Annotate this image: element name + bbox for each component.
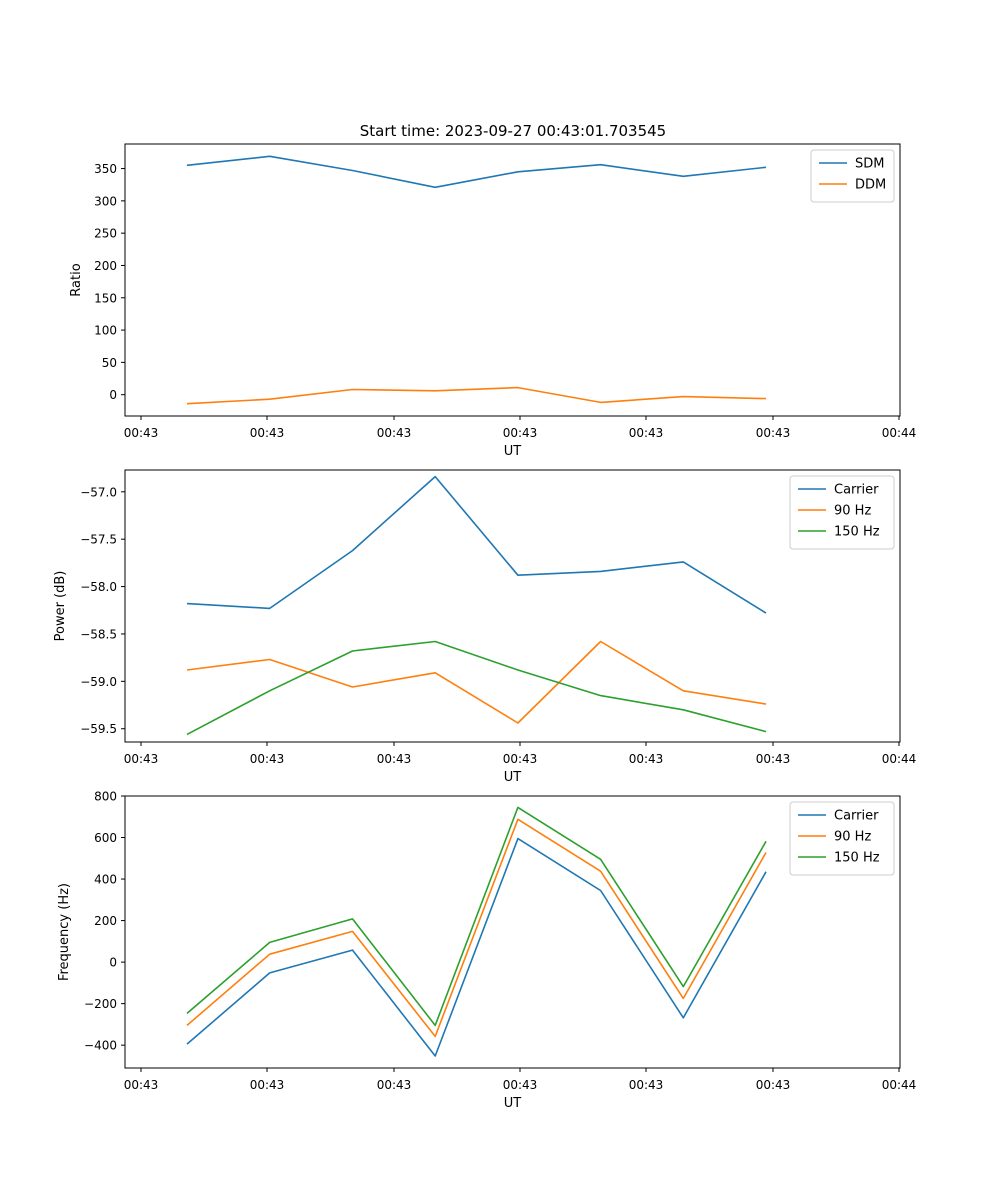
y-axis-label: Frequency (Hz) [57,883,72,981]
y-tick-label: −59.5 [80,722,117,736]
y-tick-label: 600 [94,831,117,845]
x-tick-label-end: 00:44 [882,426,917,440]
ratio-panel: 00:43 00:43 00:43 00:43 00:43 00:43 00:44 UT 0 50… [69,143,917,459]
x-tick-label-end: 00:44 [882,1078,917,1092]
power-panel: 00:43 00:43 00:43 00:43 00:43 00:43 00:44 UT −59… [53,469,917,785]
y-tick-label: −200 [84,997,117,1011]
legend-label: SDM [855,157,884,172]
x-tick-label: 00:43 [756,752,791,766]
x-tick-label: 00:43 [250,426,285,440]
series-line-ddm [186,386,767,405]
legend: Carrier 90 Hz 150 Hz [789,801,895,876]
y-tick-label: −57.5 [80,533,117,547]
x-tick-label: 00:43 [629,752,664,766]
x-tick-label: 00:43 [124,426,159,440]
legend-label: DDM [855,178,886,193]
x-tick-label: 00:43 [124,752,159,766]
y-tick-label: 200 [94,259,117,273]
y-tick-label: 50 [102,356,117,370]
series-line-carrier [186,475,767,614]
y-axis-label: Power (dB) [53,571,68,642]
x-tick-label: 00:43 [377,426,412,440]
x-tick-label: 00:43 [377,1078,412,1092]
axes-frame [124,469,901,743]
y-tick-label: −59.0 [80,675,117,689]
series-line-90-hz [186,818,767,1038]
x-tick-label: 00:43 [503,1078,538,1092]
x-tick-label: 00:43 [756,426,791,440]
series-line-90-hz [186,640,767,724]
y-tick-label: −57.0 [80,485,117,499]
x-tick-label-end: 00:44 [882,752,917,766]
legend-label: 150 Hz [834,525,880,540]
frequency-panel: 00:43 00:43 00:43 00:43 00:43 00:43 00:44 UT −40… [57,790,916,1112]
legend-label: Carrier [834,483,879,498]
series-line-150-hz [186,640,767,736]
x-axis-label: UT [504,1096,522,1111]
x-tick-label: 00:43 [250,752,285,766]
y-tick-label: −400 [84,1039,117,1053]
legend: Carrier 90 Hz 150 Hz [789,475,895,550]
axes-frame [124,795,901,1069]
y-tick-label: 0 [109,956,117,970]
legend-label: 90 Hz [834,504,871,519]
legend-label: 150 Hz [834,851,880,866]
y-tick-label: 100 [94,324,117,338]
series-line-carrier [186,837,767,1057]
x-axis-label: UT [504,444,522,459]
axes-frame [124,143,901,417]
y-tick-label: 800 [94,790,117,804]
x-tick-label: 00:43 [124,1078,159,1092]
x-tick-label: 00:43 [629,1078,664,1092]
y-tick-label: 150 [94,291,117,305]
y-tick-label: 300 [94,194,117,208]
x-tick-label: 00:43 [377,752,412,766]
y-tick-label: −58.5 [80,627,117,641]
y-tick-label: 0 [109,388,117,402]
y-tick-label: 250 [94,227,117,241]
y-tick-label: −58.0 [80,580,117,594]
x-tick-label: 00:43 [250,1078,285,1092]
y-tick-label: 400 [94,873,117,887]
legend-label: Carrier [834,809,879,824]
legend-label: 90 Hz [834,830,871,845]
series-line-sdm [186,155,767,189]
y-tick-label: 200 [94,914,117,928]
series-line-150-hz [186,806,767,1027]
figure-title: Start time: 2023-09-27 00:43:01.703545 [360,122,666,140]
y-tick-label: 350 [94,162,117,176]
x-tick-label: 00:43 [503,426,538,440]
x-tick-label: 00:43 [503,752,538,766]
x-tick-label: 00:43 [756,1078,791,1092]
x-tick-label: 00:43 [629,426,664,440]
legend: SDM DDM [810,149,895,203]
x-axis-label: UT [504,770,522,785]
y-axis-label: Ratio [69,263,84,296]
